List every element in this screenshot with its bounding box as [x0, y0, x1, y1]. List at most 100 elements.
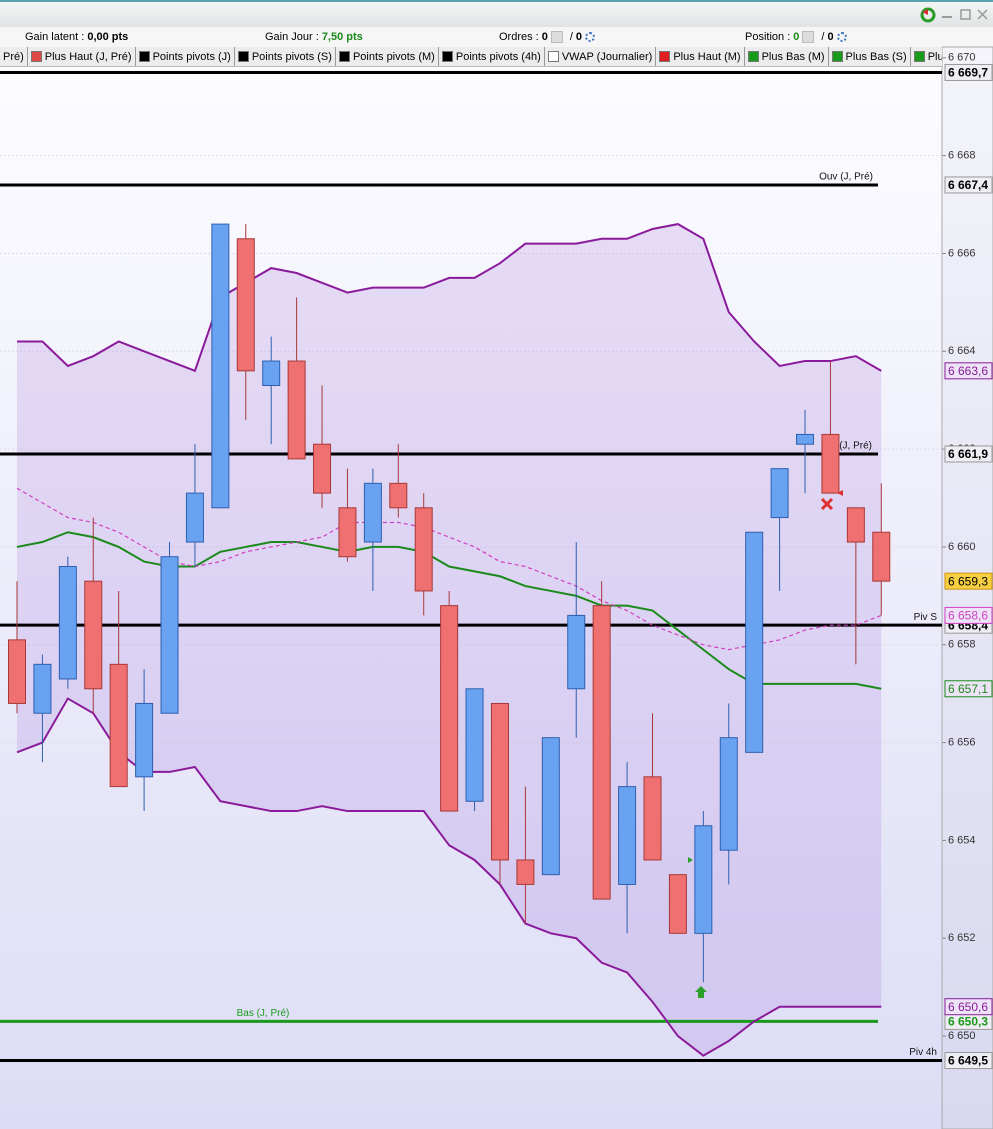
order-icon[interactable] [802, 31, 815, 43]
price-tag [944, 572, 993, 590]
price-tag [944, 63, 993, 81]
legend-swatch [831, 51, 843, 62]
legend-label: Plus Bas [927, 50, 942, 63]
candle-body [465, 688, 484, 802]
y-tick-label: 6 650 [948, 1030, 976, 1042]
legend-swatch [913, 51, 925, 62]
candle-body [363, 482, 382, 543]
price-tag-label: 6 661,9 [948, 447, 988, 461]
legend-item[interactable]: Plus Haut (J, Pré) [28, 47, 136, 66]
overlay-line [16, 697, 882, 1057]
candle-body [516, 859, 535, 885]
y-tick-label: 6 666 [948, 247, 976, 259]
sell-triangle [837, 490, 843, 496]
settings-icon[interactable] [836, 32, 847, 42]
overlay-line [17, 223, 882, 373]
stat: Gain Jour :7,50 pts [265, 31, 363, 43]
legend-swatch [547, 51, 559, 62]
candle-body [8, 639, 26, 704]
legend-item[interactable]: VWAP (Journalier) [545, 47, 657, 66]
legend-label: Points pivots (J) [152, 50, 231, 63]
legend: Pré) Plus Haut (J, Pré) Points pivots (J) P… [0, 47, 942, 67]
legend-swatch [441, 51, 453, 62]
y-tick-label: 6 652 [948, 932, 976, 944]
price-tag [944, 606, 993, 624]
legend-item[interactable]: Pré) [0, 47, 28, 66]
price-tag-label: 6 649,5 [948, 1054, 988, 1068]
price-tag-label: 6 658,6 [948, 609, 988, 623]
stat-label: Position : [745, 31, 791, 43]
legend-swatch [659, 51, 671, 62]
plot: Ouv (J, Pré) Clo (J, Pré) Piv S Bas (J, Pré… [0, 57, 942, 1063]
y-tick-label: 6 656 [948, 736, 976, 748]
legend-item[interactable]: Points pivots (S) [235, 47, 336, 66]
candle-body [135, 702, 154, 778]
overlay-line [16, 487, 882, 651]
candle-body [211, 223, 230, 509]
stats-bar: Gain latent :0,00 pts Gain Jour :7,50 pts… [0, 27, 993, 47]
candle-body [796, 433, 815, 445]
candle-body [109, 663, 128, 788]
candle-body [745, 531, 764, 753]
maximize-button[interactable] [960, 9, 971, 20]
stat-label: Gain Jour : [265, 31, 319, 43]
separator: / [569, 31, 573, 43]
price-tag [944, 680, 993, 698]
candle-body [33, 663, 52, 714]
price-tag-label: 6 667,4 [948, 178, 988, 192]
separator: / [821, 31, 825, 43]
stat: Gain latent :0,00 pts [25, 31, 128, 43]
legend-swatch [30, 51, 42, 62]
order-icon[interactable] [550, 31, 563, 43]
candle-body [338, 507, 357, 558]
legend-label: Points pivots (4h) [455, 50, 541, 63]
legend-item[interactable]: Plus Haut (M) [656, 47, 745, 66]
stat-label: Ordres : [499, 31, 539, 43]
stat-value: 7,50 pts [321, 31, 363, 43]
legend-label: Pré) [3, 50, 24, 63]
legend-item[interactable]: Plus Bas (M) [745, 47, 829, 66]
y-tick-label: 6 660 [948, 541, 976, 553]
candle-body [287, 360, 306, 460]
stat-total: 0 [827, 31, 834, 43]
signals [688, 490, 843, 998]
legend-item[interactable]: Plus Bas [911, 47, 942, 66]
legend-item[interactable]: Plus Bas (S) [829, 47, 911, 66]
candle-body [694, 825, 713, 934]
candle-body [592, 605, 611, 900]
legend-label: Plus Bas (S) [845, 50, 907, 63]
legend-item[interactable]: Points pivots (J) [136, 47, 235, 66]
close-button[interactable] [977, 9, 988, 20]
legend-label: Plus Haut (M) [673, 50, 741, 63]
legend-label: Points pivots (M) [352, 50, 435, 63]
candle-body [185, 492, 204, 543]
price-tag [944, 1052, 993, 1070]
y-tick-label: 6 668 [948, 150, 976, 162]
sell-marker [820, 497, 834, 511]
candle-body [643, 776, 662, 861]
stat-total: 0 [575, 31, 583, 43]
refresh-arrow [922, 9, 928, 15]
level-label: Bas (J, Pré) [237, 1008, 290, 1019]
legend-item[interactable]: Points pivots (M) [336, 47, 439, 66]
y-tick-label: 6 654 [948, 834, 976, 846]
candle-body [58, 565, 77, 680]
price-tag [944, 998, 993, 1016]
legend-label: Plus Bas (M) [761, 50, 825, 63]
y-tick-label: 6 664 [948, 345, 976, 357]
stat-value: 0 [541, 31, 548, 43]
legend-label: Plus Haut (J, Pré) [44, 50, 132, 63]
level-label: Clo (J, Pré) [821, 441, 872, 452]
price-tag-label: 6 657,1 [948, 682, 988, 696]
level-label: Piv 4h [909, 1047, 937, 1058]
settings-icon[interactable] [585, 32, 596, 42]
level-label: Ouv (J, Pré) [819, 172, 873, 183]
plot-background [0, 47, 942, 1129]
candle-body [414, 507, 433, 592]
y-tick-label: 6 658 [948, 639, 976, 651]
stat: Ordres :0/0 [499, 31, 596, 43]
legend-item[interactable]: Points pivots (4h) [439, 47, 545, 66]
candle-body [389, 482, 408, 509]
